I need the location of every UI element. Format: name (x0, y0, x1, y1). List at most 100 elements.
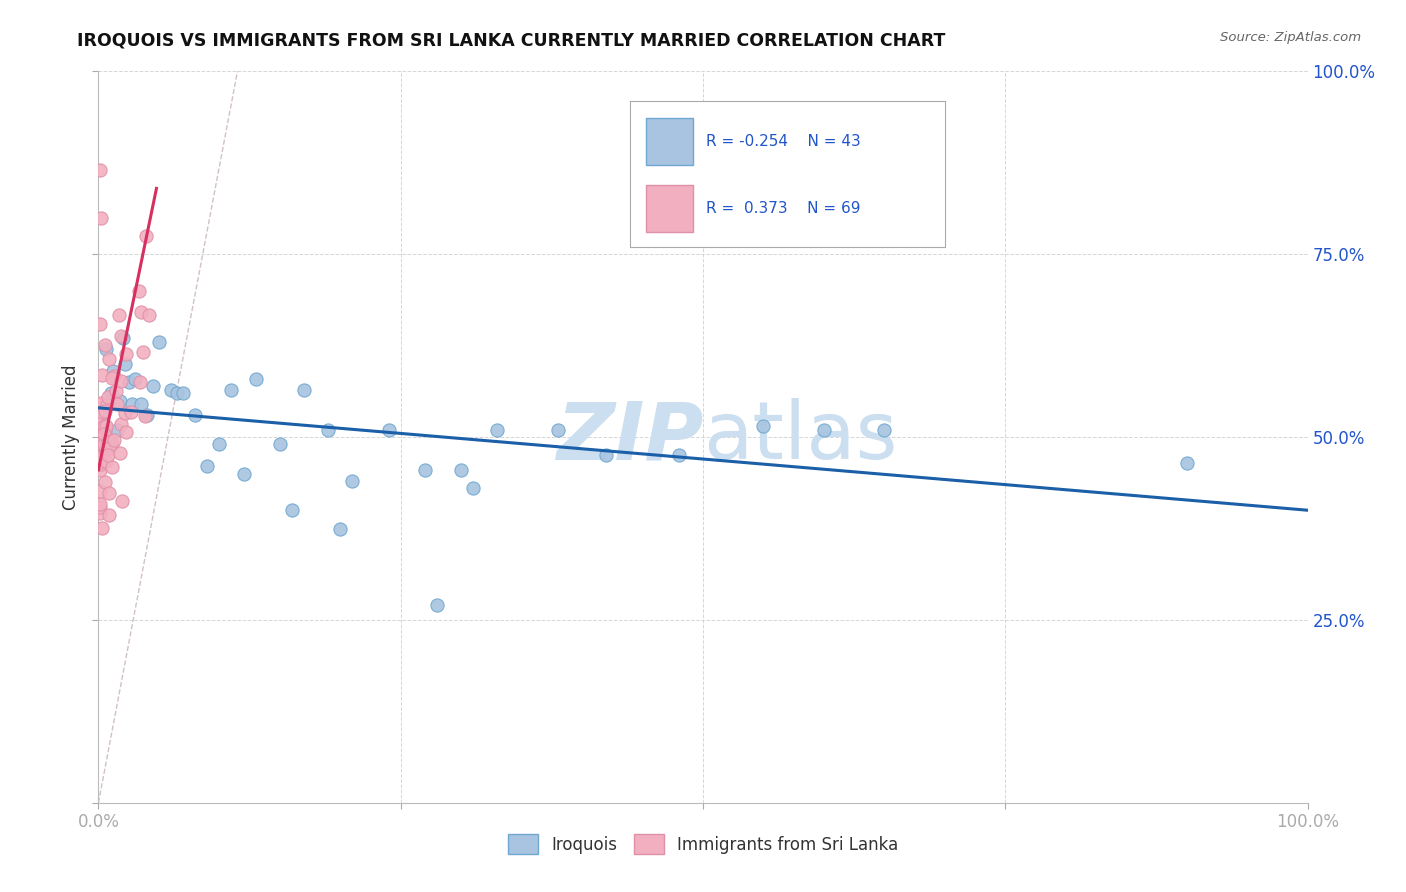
Point (103, 434, 125, 448)
Point (91, 434, 114, 449)
Point (148, 334, 170, 349)
Point (110, 374, 132, 388)
Point (101, 364, 124, 378)
Point (129, 397, 152, 411)
Point (208, 437, 231, 451)
Point (281, 503, 304, 517)
Point (89, 318, 111, 332)
Point (129, 305, 152, 319)
Point (89, 454, 111, 468)
Point (100, 386, 122, 401)
Point (108, 445, 131, 459)
Point (121, 397, 143, 411)
Point (94, 419, 117, 434)
Point (97, 508, 120, 522)
Point (114, 357, 136, 371)
Point (89, 442, 111, 457)
Point (166, 386, 188, 401)
Point (110, 328, 132, 343)
Point (89, 506, 111, 520)
Point (93, 437, 115, 451)
Point (132, 345, 155, 359)
Point (873, 423, 896, 437)
Point (90, 368, 112, 383)
Point (292, 383, 315, 397)
Point (97, 434, 120, 449)
Point (450, 463, 472, 477)
Point (97, 352, 120, 367)
Y-axis label: Currently Married: Currently Married (62, 364, 80, 510)
Point (184, 408, 207, 422)
Point (94, 404, 117, 418)
Point (94, 425, 117, 439)
Point (668, 448, 690, 462)
Point (89, 497, 111, 511)
Point (269, 437, 291, 451)
Point (94, 444, 117, 458)
Point (135, 229, 157, 244)
Point (128, 375, 150, 389)
Point (134, 409, 156, 423)
Point (110, 417, 132, 431)
Point (595, 448, 617, 462)
Point (426, 599, 449, 613)
Point (232, 467, 254, 481)
Point (94, 475, 117, 489)
Point (94, 421, 117, 435)
Point (120, 405, 142, 419)
Point (377, 423, 399, 437)
Point (342, 474, 364, 488)
Point (97, 390, 120, 404)
Point (90, 405, 112, 419)
Legend: Iroquois, Immigrants from Sri Lanka: Iroquois, Immigrants from Sri Lanka (501, 828, 905, 860)
Point (245, 371, 267, 385)
Point (108, 393, 131, 408)
Point (101, 371, 124, 385)
Point (105, 423, 128, 437)
Point (94, 454, 117, 468)
Point (90, 397, 112, 411)
Point (91, 438, 114, 452)
Point (813, 423, 835, 437)
Point (128, 284, 150, 298)
Point (316, 423, 339, 437)
Point (90, 211, 112, 225)
Point (89, 450, 111, 464)
Point (90, 520, 112, 534)
Point (93, 338, 115, 352)
Point (100, 437, 122, 451)
Point (138, 308, 160, 322)
Point (90, 417, 112, 432)
Point (90, 396, 112, 410)
Point (89, 446, 111, 460)
Point (89, 409, 111, 423)
Point (118, 376, 141, 390)
Point (96, 399, 118, 413)
Point (105, 384, 128, 399)
Point (413, 463, 436, 477)
Point (89, 458, 111, 472)
Text: Source: ZipAtlas.com: Source: ZipAtlas.com (1220, 31, 1361, 45)
Point (221, 383, 243, 397)
Point (124, 371, 146, 385)
Point (93, 419, 115, 434)
Point (101, 460, 124, 475)
Point (100, 434, 122, 448)
Point (172, 386, 194, 401)
Point (114, 406, 136, 420)
Point (89, 163, 111, 178)
Point (547, 423, 569, 437)
Point (1175, 456, 1198, 470)
Point (89, 454, 111, 468)
Point (160, 383, 183, 397)
Point (486, 423, 509, 437)
Point (94, 442, 117, 457)
Point (103, 368, 125, 383)
Point (111, 494, 134, 508)
Point (752, 419, 775, 434)
Point (93, 425, 115, 439)
Point (97, 448, 120, 462)
Text: atlas: atlas (703, 398, 897, 476)
Point (94, 343, 117, 357)
Point (91, 408, 114, 422)
